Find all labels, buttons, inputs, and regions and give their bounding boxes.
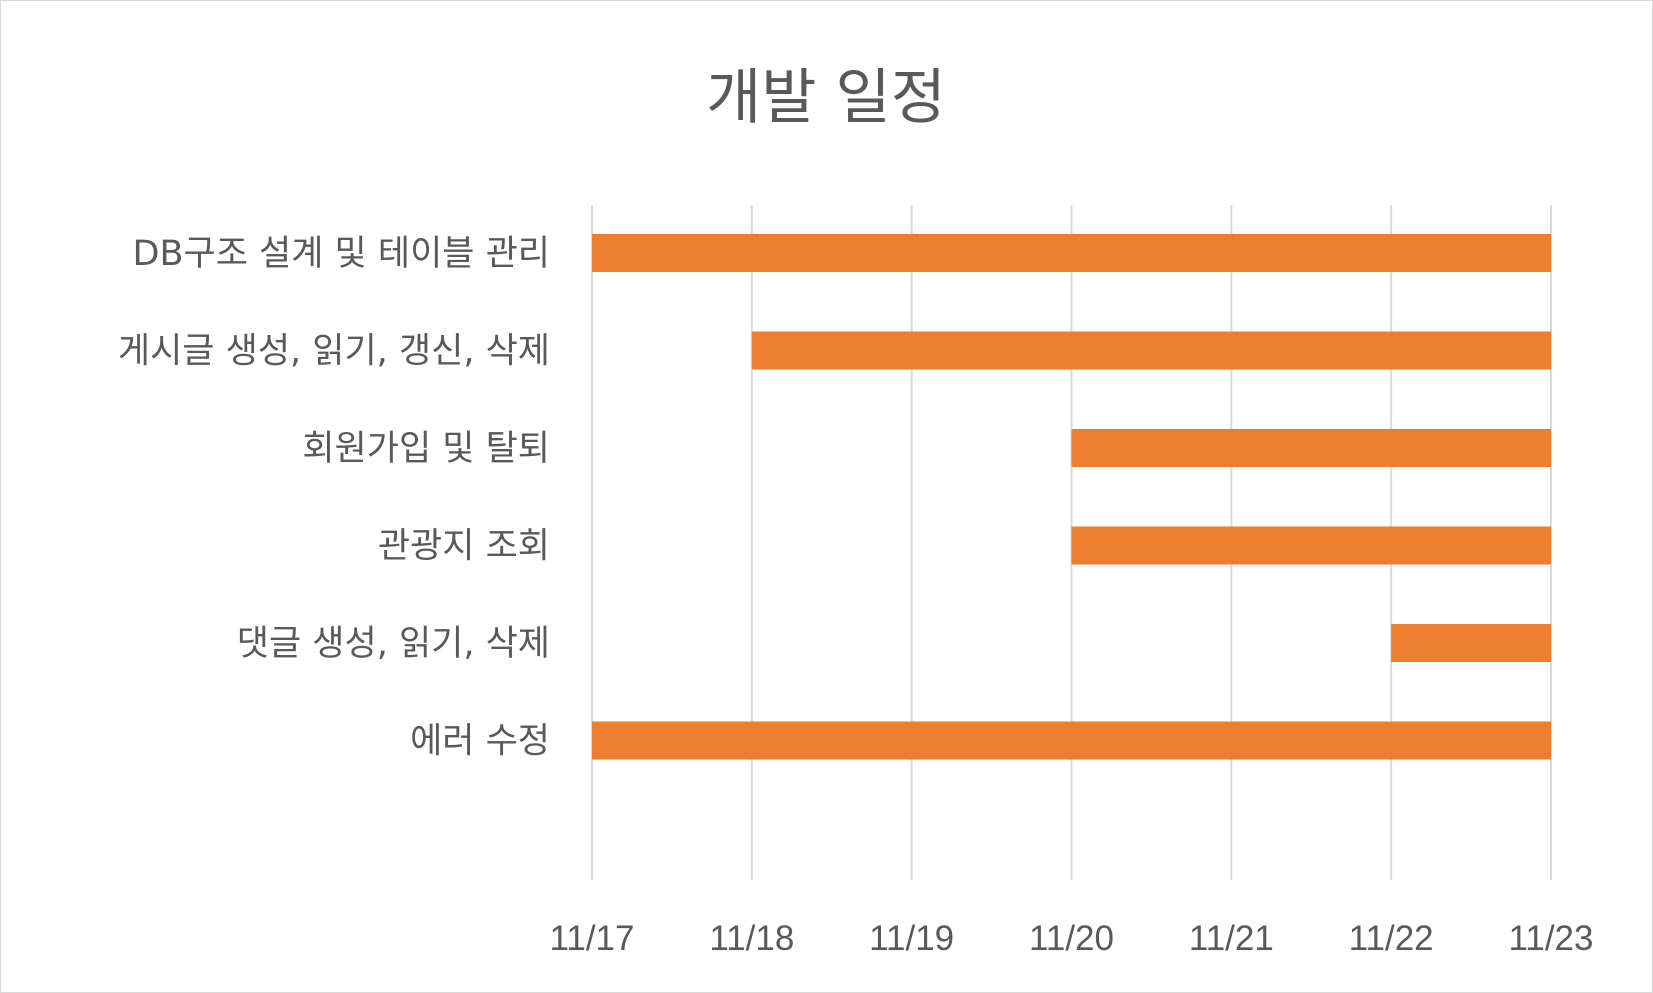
x-tick-label: 11/17	[550, 919, 635, 958]
bar	[1391, 624, 1551, 662]
x-tick-label: 11/18	[709, 919, 794, 958]
x-axis-tick-labels: 11/17 11/18 11/19 11/20 11/21 11/22 11/23	[550, 919, 1594, 958]
category-label: 회원가입 및 탈퇴	[302, 429, 550, 469]
category-label: 관광지 조회	[378, 527, 550, 567]
bar	[1071, 429, 1551, 467]
x-tick-label: 11/21	[1189, 919, 1274, 958]
bar	[751, 331, 1551, 370]
x-tick-label: 11/23	[1509, 919, 1594, 958]
x-tick-label: 11/22	[1349, 919, 1434, 958]
bars	[592, 234, 1551, 760]
category-label: 게시글 생성, 읽기, 갱신, 삭제	[118, 332, 550, 372]
chart-title: 개발 일정	[706, 63, 946, 133]
x-tick-label: 11/20	[1029, 919, 1114, 958]
bar	[1071, 526, 1551, 565]
bar	[592, 721, 1551, 760]
category-label: 에러 수정	[410, 722, 550, 762]
bar	[592, 234, 1551, 272]
category-label: 댓글 생성, 읽기, 삭제	[237, 624, 550, 664]
x-tick-label: 11/19	[869, 919, 954, 958]
category-label: DB구조 설계 및 테이블 관리	[133, 234, 550, 274]
